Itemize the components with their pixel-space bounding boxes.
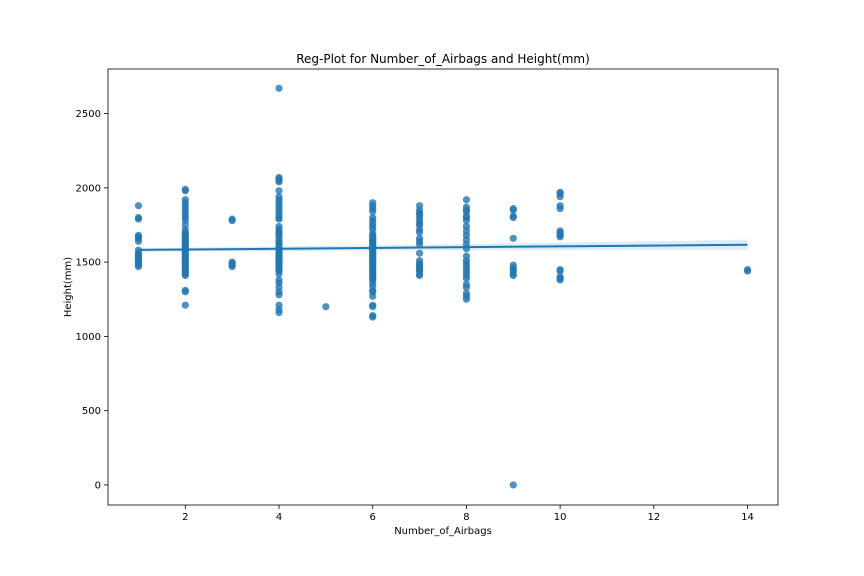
scatter-point [415, 228, 424, 237]
chart-title: Reg-Plot for Number_of_Airbags and Heigh… [296, 52, 590, 66]
scatter-point [462, 216, 471, 225]
x-axis-label: Number_of_Airbags [394, 526, 492, 537]
scatter-point [415, 271, 424, 280]
scatter-point [369, 292, 377, 300]
scatter-point [509, 234, 517, 242]
scatter-point [509, 271, 517, 280]
y-axis-label: Height(mm) [63, 257, 74, 317]
scatter-point [556, 193, 564, 201]
scatter-point [462, 274, 471, 283]
scatter-point [228, 216, 236, 225]
scatter-point [509, 481, 517, 489]
scatter-point [275, 215, 283, 223]
scatter-point [134, 237, 143, 245]
y-tick-label: 1500 [76, 258, 101, 269]
scatter-point [275, 84, 283, 92]
scatter-point [369, 313, 377, 321]
y-tick-label: 2500 [76, 109, 101, 120]
scatter-point [415, 240, 424, 248]
scatter-point [509, 206, 517, 214]
axes-frame [107, 68, 779, 506]
scatter-point [322, 303, 330, 311]
x-tick-label: 4 [276, 512, 282, 523]
plot-area [134, 84, 752, 489]
scatter-point [462, 283, 471, 291]
scatter-point [181, 271, 189, 280]
scatter-point [743, 267, 752, 275]
scatter-point [556, 205, 564, 213]
x-tick-label: 8 [463, 512, 469, 523]
y-tick-label: 1000 [76, 332, 101, 343]
scatter-point [275, 270, 283, 278]
scatter-point [181, 301, 189, 309]
scatter-point [369, 208, 377, 216]
x-tick-label: 12 [647, 512, 660, 523]
x-tick-label: 14 [741, 512, 754, 523]
scatter-point [556, 233, 564, 241]
scatter-point [275, 178, 283, 186]
scatter-point [134, 215, 143, 223]
scatter-point [134, 262, 143, 271]
x-tick-label: 10 [554, 512, 567, 523]
y-tick-label: 2000 [76, 183, 101, 194]
scatter-point [134, 202, 143, 210]
scatter-point [556, 267, 564, 275]
regression-line [138, 243, 748, 251]
x-tick-label: 6 [370, 512, 376, 523]
scatter-point [275, 309, 283, 317]
scatter-point [181, 288, 189, 296]
scatter-point [509, 213, 517, 222]
y-tick-label: 500 [82, 406, 101, 417]
y-tick-label: 0 [95, 480, 101, 491]
scatter-point [181, 187, 189, 195]
x-axis: 2 4 6 8 10 12 14 [182, 505, 754, 523]
scatter-point [369, 303, 377, 311]
scatter-point [275, 187, 283, 195]
scatter-point [556, 276, 564, 284]
y-axis: 0 500 1000 1500 2000 2500 [76, 109, 108, 491]
scatter-point [462, 295, 471, 303]
scatter-point [228, 262, 236, 271]
scatter-point [275, 291, 283, 299]
scatter-point [462, 196, 471, 204]
x-tick-label: 2 [182, 512, 188, 523]
scatter-point [415, 249, 424, 257]
